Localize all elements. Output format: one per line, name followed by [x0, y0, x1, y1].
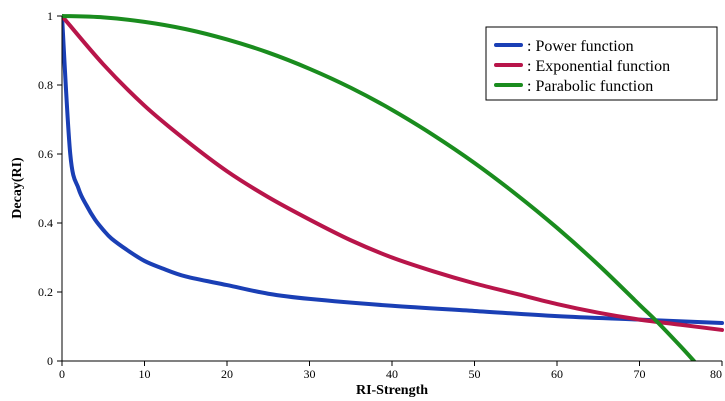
x-tick-label: 80: [710, 367, 722, 381]
x-axis-title: RI-Strength: [356, 383, 428, 398]
y-tick-label: 0.8: [38, 78, 53, 92]
x-tick-label: 10: [139, 367, 151, 381]
x-tick-label: 0: [59, 367, 65, 381]
parabolic-function-line: [62, 14, 696, 361]
y-tick-label: 0.6: [38, 147, 53, 161]
x-tick-label: 30: [304, 367, 316, 381]
x-tick-label: 40: [386, 367, 398, 381]
y-tick-label: 1: [47, 9, 53, 23]
legend-label-parabolic: : Parabolic function: [527, 78, 653, 95]
legend-label-exponential: : Exponential function: [527, 58, 670, 75]
y-tick-label: 0.4: [38, 216, 53, 230]
x-tick-label: 60: [551, 367, 563, 381]
x-tick-label: 20: [221, 367, 233, 381]
exponential-function-line: [62, 14, 724, 332]
ticks-layer: 0 10 20 30 40 50 60 70 80 0 0.2 0.4 0.6 0.8 1: [38, 9, 723, 381]
y-tick-label: 0.2: [38, 285, 53, 299]
legend-label-power: : Power function: [527, 38, 634, 55]
x-tick-label: 70: [634, 367, 646, 381]
y-tick-label: 0: [47, 354, 53, 368]
power-function-line: [62, 14, 724, 326]
x-tick-label: 50: [469, 367, 481, 381]
series-layer: [62, 14, 724, 361]
legend: : Power function : Exponential function …: [485, 26, 718, 101]
legend-box: [485, 26, 718, 101]
y-axis-title: Decay(RI): [10, 157, 25, 219]
